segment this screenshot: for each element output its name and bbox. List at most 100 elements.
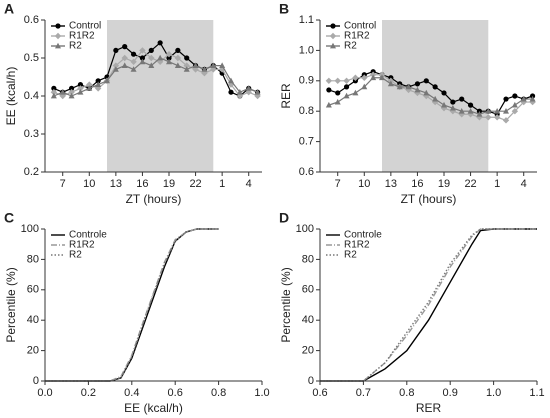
marker — [121, 54, 128, 62]
y-tick-label: 100 — [296, 223, 314, 235]
marker — [520, 98, 527, 106]
x-tick-label: 1 — [219, 178, 225, 190]
marker — [352, 74, 359, 81]
marker — [432, 84, 438, 90]
x-axis-label: EE (kcal/h) — [124, 401, 183, 415]
marker — [493, 114, 501, 121]
marker — [335, 90, 341, 96]
marker — [329, 32, 337, 40]
marker — [485, 108, 492, 114]
y-tick-label: 100 — [21, 223, 39, 235]
panel-letter: B — [279, 1, 289, 17]
marker — [77, 82, 84, 88]
x-tick-label: 1.0 — [254, 387, 269, 399]
y-tick-label: 0.2 — [24, 166, 39, 178]
marker — [94, 85, 102, 92]
x-tick-label: 1.0 — [486, 387, 501, 399]
marker — [361, 74, 368, 81]
marker — [166, 55, 172, 61]
marker — [148, 47, 154, 54]
panel-letter: D — [279, 210, 289, 226]
x-tick-label: 22 — [189, 178, 201, 190]
y-axis-label: Percentile (%) — [279, 267, 293, 342]
marker — [343, 77, 350, 84]
legend-label: R1R2 — [344, 31, 370, 42]
marker — [529, 95, 536, 102]
marker — [343, 92, 350, 99]
marker — [440, 104, 448, 112]
marker — [449, 104, 456, 111]
x-tick-label: 0.6 — [168, 387, 183, 399]
y-tick-label: 0 — [308, 375, 314, 387]
legend-label: Controle — [69, 230, 107, 241]
marker — [503, 96, 509, 102]
marker — [148, 62, 155, 68]
marker — [432, 95, 439, 102]
series-line — [45, 228, 219, 382]
marker — [334, 77, 341, 84]
marker — [68, 92, 75, 99]
marker — [520, 95, 527, 102]
legend-label: R2 — [69, 250, 82, 261]
y-tick-label: 1.1 — [299, 14, 314, 26]
marker — [502, 117, 510, 124]
series-line — [320, 228, 537, 382]
marker — [50, 89, 58, 96]
x-tick-label: 22 — [464, 178, 476, 190]
marker — [113, 47, 119, 54]
x-tick-label: 0.6 — [312, 387, 327, 399]
marker — [330, 42, 336, 49]
marker — [228, 89, 234, 95]
series-line — [320, 228, 537, 382]
marker — [326, 87, 332, 93]
marker — [112, 66, 119, 72]
legend-label: Control — [344, 21, 376, 32]
marker — [450, 99, 456, 105]
marker — [458, 108, 465, 114]
legend-label: R2 — [344, 41, 357, 52]
marker — [130, 58, 137, 65]
marker — [423, 78, 429, 84]
marker — [494, 108, 501, 114]
marker — [86, 81, 93, 88]
y-tick-label: 0.5 — [24, 52, 39, 64]
marker — [201, 66, 208, 72]
y-tick-label: 40 — [27, 314, 39, 326]
x-tick-label: 0.7 — [356, 387, 371, 399]
y-tick-label: 40 — [302, 314, 314, 326]
x-tick-label: 16 — [411, 178, 423, 190]
x-tick-label: 7 — [335, 178, 341, 190]
marker — [334, 98, 341, 105]
marker — [210, 62, 217, 68]
marker — [512, 93, 518, 99]
marker — [379, 74, 385, 81]
marker — [130, 51, 137, 57]
y-tick-label: 0.4 — [24, 90, 39, 102]
y-axis-label: RER — [279, 83, 293, 109]
marker — [95, 78, 101, 84]
marker — [325, 101, 332, 108]
x-tick-label: 13 — [385, 178, 397, 190]
marker — [361, 83, 368, 90]
y-tick-label: 1.0 — [299, 44, 314, 56]
marker — [423, 89, 430, 96]
y-tick-label: 20 — [27, 345, 39, 357]
marker — [184, 55, 190, 61]
marker — [68, 89, 75, 96]
marker — [55, 23, 61, 29]
x-tick-label: 7 — [60, 178, 66, 190]
marker — [175, 47, 181, 54]
x-tick-label: 0.8 — [399, 387, 414, 399]
x-tick-label: 1.1 — [529, 387, 544, 399]
marker — [130, 66, 137, 72]
marker — [156, 58, 164, 65]
marker — [68, 85, 75, 91]
marker — [112, 62, 120, 69]
marker — [86, 85, 93, 91]
marker — [485, 114, 492, 121]
x-tick-label: 0.0 — [37, 387, 52, 399]
marker — [183, 66, 190, 72]
legend-label: Controle — [344, 230, 382, 241]
marker — [139, 55, 146, 61]
x-tick-label: 4 — [521, 178, 527, 190]
